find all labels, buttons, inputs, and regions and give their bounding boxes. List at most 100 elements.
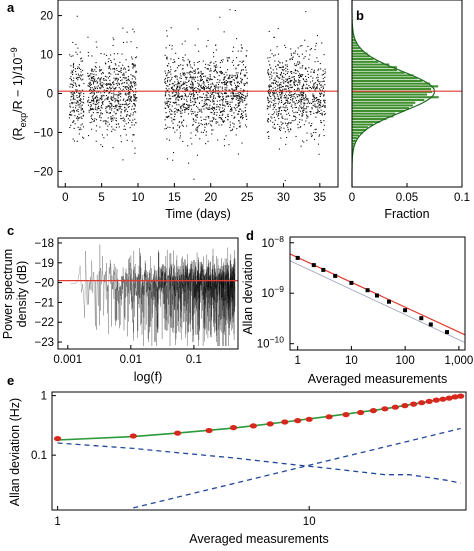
- scatter-point: [192, 88, 194, 90]
- scatter-point: [235, 95, 237, 97]
- scatter-point: [305, 108, 307, 110]
- scatter-point: [224, 92, 226, 94]
- scatter-point: [225, 89, 227, 91]
- scatter-point: [91, 99, 93, 101]
- scatter-point: [295, 65, 297, 67]
- scatter-point: [182, 96, 184, 98]
- scatter-point: [210, 92, 212, 94]
- scatter-point: [180, 77, 182, 79]
- scatter-point: [299, 95, 301, 97]
- scatter-point: [321, 113, 323, 115]
- scatter-point: [237, 99, 239, 101]
- scatter-point: [290, 128, 292, 130]
- scatter-point: [113, 68, 115, 70]
- scatter-point: [213, 100, 215, 102]
- scatter-point: [94, 118, 96, 120]
- scatter-point: [198, 72, 200, 74]
- scatter-point: [268, 131, 270, 133]
- scatter-point: [244, 107, 246, 109]
- scatter-point: [234, 79, 236, 81]
- scatter-point: [87, 36, 89, 38]
- histogram-bar: [352, 123, 374, 126]
- scatter-point: [191, 80, 193, 82]
- scatter-point: [176, 111, 178, 113]
- scatter-point: [127, 97, 129, 99]
- histogram-bar: [352, 36, 355, 39]
- scatter-point: [180, 81, 182, 83]
- scatter-point: [306, 132, 308, 134]
- scatter-point: [87, 101, 89, 103]
- scatter-point: [77, 73, 79, 75]
- scatter-point: [238, 103, 240, 105]
- scatter-point: [200, 123, 202, 125]
- scatter-point: [193, 77, 195, 79]
- scatter-point: [178, 82, 180, 84]
- scatter-point: [166, 57, 168, 59]
- scatter-point: [92, 118, 94, 120]
- scatter-point: [80, 75, 82, 77]
- scatter-point: [279, 107, 281, 109]
- scatter-point: [205, 87, 207, 89]
- scatter-point: [125, 108, 127, 110]
- scatter-point: [192, 91, 194, 93]
- scatter-point: [315, 42, 317, 44]
- scatter-point: [72, 93, 74, 95]
- scatter-point: [128, 84, 130, 86]
- scatter-point: [317, 99, 319, 101]
- scatter-point: [95, 106, 97, 108]
- scatter-point: [320, 104, 322, 106]
- scatter-point: [215, 88, 217, 90]
- scatter-point: [270, 89, 272, 91]
- scatter-point: [82, 126, 84, 128]
- scatter-point: [281, 101, 283, 103]
- scatter-point: [269, 106, 271, 108]
- histogram-bar: [352, 126, 368, 129]
- scatter-point: [241, 78, 243, 80]
- scatter-point: [231, 76, 233, 78]
- scatter-point: [197, 88, 199, 90]
- scatter-point: [127, 76, 129, 78]
- scatter-point: [303, 57, 305, 59]
- scatter-point: [285, 105, 287, 107]
- scatter-point: [281, 110, 283, 112]
- scatter-point: [194, 114, 196, 116]
- panel-a-scatter: [68, 9, 326, 182]
- scatter-point: [198, 110, 200, 112]
- scatter-point: [104, 99, 106, 101]
- scatter-point: [205, 131, 207, 133]
- scatter-point: [190, 76, 192, 78]
- scatter-point: [131, 63, 133, 65]
- scatter-point: [199, 76, 201, 78]
- scatter-point: [306, 80, 308, 82]
- scatter-point: [99, 88, 101, 90]
- scatter-point: [276, 80, 278, 82]
- scatter-point: [281, 124, 283, 126]
- scatter-point: [305, 67, 307, 69]
- scatter-point: [125, 59, 127, 61]
- scatter-point: [134, 104, 136, 106]
- scatter-point: [301, 94, 303, 96]
- scatter-point: [181, 98, 183, 100]
- scatter-point: [230, 108, 232, 110]
- scatter-point: [246, 126, 248, 128]
- scatter-point: [192, 104, 194, 106]
- scatter-point: [283, 72, 285, 74]
- data-point: [457, 393, 465, 399]
- scatter-point: [191, 84, 193, 86]
- scatter-point: [277, 76, 279, 78]
- scatter-point: [313, 72, 315, 74]
- scatter-point: [90, 82, 92, 84]
- scatter-point: [198, 61, 200, 63]
- panel-b-histogram: [352, 14, 439, 170]
- scatter-point: [96, 125, 98, 127]
- scatter-point: [236, 96, 238, 98]
- scatter-point: [88, 111, 90, 113]
- scatter-point: [183, 74, 185, 76]
- scatter-point: [319, 92, 321, 94]
- scatter-point: [175, 91, 177, 93]
- scatter-point: [273, 36, 275, 38]
- scatter-point: [240, 96, 242, 98]
- scatter-point: [309, 54, 311, 56]
- scatter-point: [243, 97, 245, 99]
- histogram-bar: [352, 69, 397, 72]
